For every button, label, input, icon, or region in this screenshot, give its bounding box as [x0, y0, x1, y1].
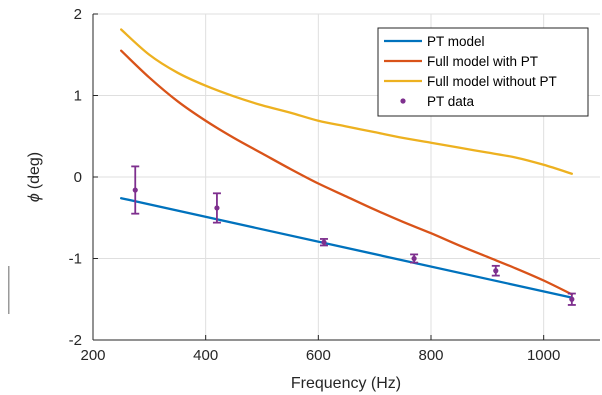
- data-point: [132, 187, 138, 193]
- legend-swatch-marker: [400, 98, 406, 104]
- data-point: [411, 255, 417, 262]
- legend-label: Full model with PT: [427, 54, 538, 69]
- data-point: [493, 268, 499, 274]
- y-tick-label: 2: [74, 6, 82, 23]
- y-axis-title: ϕ (deg): [26, 152, 43, 202]
- legend-label: Full model without PT: [427, 74, 557, 89]
- data-point: [214, 205, 220, 211]
- svg-text:ϕ(deg): ϕ (deg): [26, 152, 43, 202]
- series-line-full-model-without-pt: [120, 28, 573, 175]
- y-tick-label: 1: [74, 88, 82, 105]
- series-line-full-model-with-pt: [120, 49, 573, 296]
- y-axis-symbol: ϕ: [26, 193, 43, 202]
- x-tick-label: 200: [80, 347, 105, 364]
- x-tick-label: 1000: [527, 347, 560, 364]
- x-tick-label: 400: [193, 347, 218, 364]
- data-point: [569, 296, 575, 302]
- legend-label: PT model: [427, 34, 485, 49]
- legend-label: PT data: [427, 94, 475, 109]
- left-edge-marker: [8, 266, 10, 314]
- tick-labels: 200 400 600 800 1000 -2 -1 0 1 2: [69, 6, 561, 364]
- y-axis-unit: (deg): [26, 152, 43, 189]
- x-tick-label: 800: [418, 347, 443, 364]
- y-tick-label: -1: [69, 251, 82, 268]
- series-layer: [120, 28, 576, 306]
- legend: PT model Full model with PT Full model wit…: [377, 27, 589, 117]
- x-tick-label: 600: [306, 347, 331, 364]
- data-point: [321, 239, 327, 245]
- x-axis-title: Frequency (Hz): [291, 375, 401, 392]
- axes: [92, 13, 600, 341]
- y-tick-label: -2: [69, 332, 82, 349]
- series-line-pt-model: [120, 197, 573, 299]
- legend-box: [377, 27, 589, 117]
- y-tick-label: 0: [74, 169, 82, 186]
